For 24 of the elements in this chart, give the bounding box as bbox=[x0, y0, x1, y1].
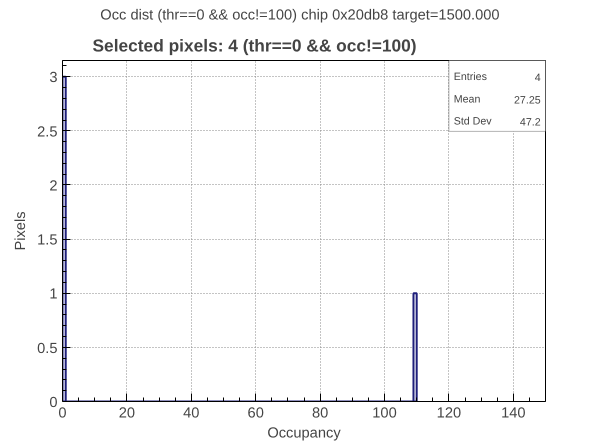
x-tick-label: 80 bbox=[312, 406, 328, 422]
x-tick-label: 100 bbox=[372, 406, 397, 422]
y-tick-label: 0.5 bbox=[37, 340, 58, 357]
y-tick-label: 2 bbox=[49, 178, 58, 194]
y-axis-title: Pixels bbox=[13, 211, 30, 251]
x-tick-label: 140 bbox=[501, 406, 526, 422]
annotation: 4 bbox=[534, 72, 541, 84]
annotation: Std Dev bbox=[454, 115, 492, 128]
y-tick-label: 3 bbox=[49, 70, 58, 86]
y-tick-label: 1 bbox=[49, 286, 58, 303]
y-tick-label: 0 bbox=[49, 395, 58, 411]
y-tick-label: 1.5 bbox=[37, 232, 58, 249]
x-tick-label: 40 bbox=[183, 406, 200, 422]
chart-subtitle: Selected pixels: 4 (thr==0 && occ!=100) bbox=[92, 36, 417, 56]
annotation: Entries bbox=[454, 71, 487, 84]
x-tick-label: 120 bbox=[436, 406, 462, 422]
x-tick-label: 60 bbox=[248, 406, 264, 422]
annotation: Mean bbox=[454, 93, 480, 106]
x-tick-label: 20 bbox=[118, 406, 136, 422]
y-tick-label: 2.5 bbox=[37, 124, 58, 140]
x-axis-title: Occupancy bbox=[267, 426, 342, 442]
chart-title: Occ dist (thr==0 && occ!=100) chip 0x20db8 target=1500.000 bbox=[100, 8, 500, 24]
annotation: 47.2 bbox=[520, 116, 541, 128]
annotation: 27.25 bbox=[514, 94, 541, 106]
